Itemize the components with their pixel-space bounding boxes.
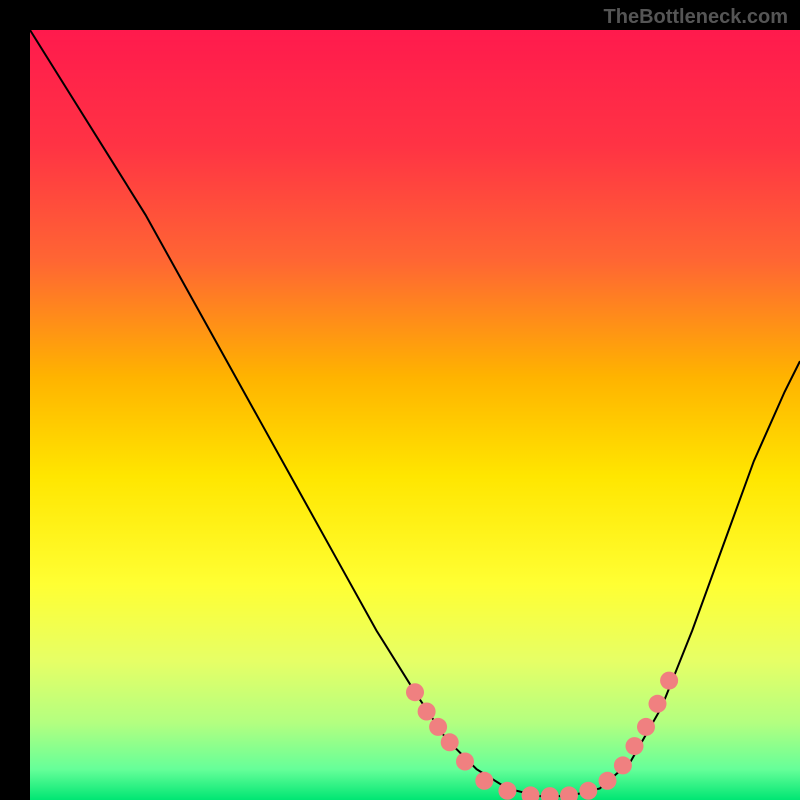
curve-marker [614, 756, 632, 774]
curve-marker [579, 782, 597, 800]
curve-marker [649, 695, 667, 713]
curve-marker [660, 672, 678, 690]
chart-container: TheBottleneck.com [0, 0, 800, 800]
curve-marker [441, 733, 459, 751]
curve-marker [599, 772, 617, 790]
curve-marker [626, 737, 644, 755]
curve-marker [406, 683, 424, 701]
curve-marker [456, 753, 474, 771]
curve-marker [418, 703, 436, 721]
bottleneck-chart [0, 0, 800, 800]
curve-marker [637, 718, 655, 736]
curve-marker [475, 772, 493, 790]
watermark-text: TheBottleneck.com [604, 6, 788, 29]
curve-marker [498, 782, 516, 800]
curve-marker [429, 718, 447, 736]
